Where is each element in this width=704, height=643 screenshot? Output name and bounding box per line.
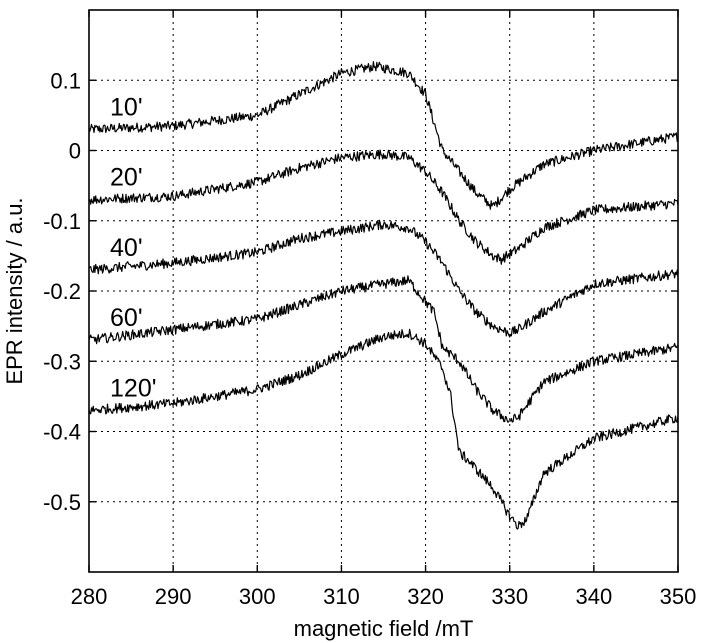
series-label: 120' bbox=[110, 374, 156, 402]
series-line bbox=[88, 328, 679, 530]
x-tick-label: 300 bbox=[239, 584, 276, 609]
series-label: 60' bbox=[110, 304, 143, 332]
series-label: 20' bbox=[110, 164, 143, 192]
x-tick-label: 310 bbox=[323, 584, 360, 609]
series-labels: 10' 20' 40' 60' 120' bbox=[110, 93, 156, 402]
y-axis-label: EPR intensity / a.u. bbox=[2, 197, 27, 384]
plot-series bbox=[88, 61, 679, 530]
x-tick-label: 350 bbox=[660, 584, 697, 609]
x-tick-label: 330 bbox=[491, 584, 528, 609]
x-tick-label: 340 bbox=[575, 584, 612, 609]
y-tick-label: -0.2 bbox=[43, 279, 81, 304]
x-tick-label: 320 bbox=[407, 584, 444, 609]
series-label: 40' bbox=[110, 234, 143, 262]
x-tick-label: 290 bbox=[155, 584, 192, 609]
series-label: 10' bbox=[110, 93, 143, 121]
series-line bbox=[88, 149, 679, 265]
y-tick-label: 0.1 bbox=[50, 68, 81, 93]
y-tick-label: -0.3 bbox=[43, 349, 81, 374]
grid bbox=[89, 10, 678, 572]
y-tick-label: 0 bbox=[69, 139, 81, 164]
y-tick-label: -0.4 bbox=[43, 420, 81, 445]
series-line bbox=[88, 61, 679, 210]
x-tick-label: 280 bbox=[71, 584, 108, 609]
series-line bbox=[88, 275, 679, 423]
y-tick-label: -0.1 bbox=[43, 209, 81, 234]
axis-ticks: 280 290 300 310 320 330 340 350 0.1 0 -0.1 -0.2 -0.3… bbox=[43, 10, 696, 609]
y-tick-label: -0.5 bbox=[43, 490, 81, 515]
series-line bbox=[88, 219, 679, 338]
x-axis-label: magnetic field /mT bbox=[294, 616, 474, 641]
